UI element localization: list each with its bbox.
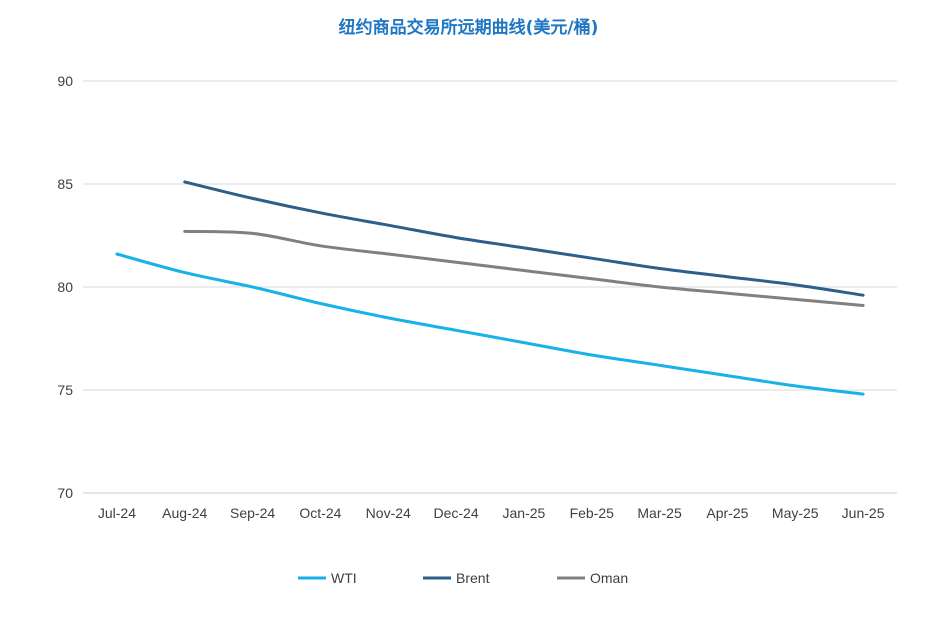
x-tick-label: Aug-24 xyxy=(162,505,207,521)
x-tick-label: Oct-24 xyxy=(299,505,341,521)
x-tick-label: Apr-25 xyxy=(706,505,748,521)
x-tick-label: Dec-24 xyxy=(434,505,479,521)
x-tick-label: Jan-25 xyxy=(503,505,546,521)
y-tick-label: 70 xyxy=(57,485,73,501)
y-tick-label: 75 xyxy=(57,382,73,398)
y-tick-label: 90 xyxy=(57,73,73,89)
legend-label-oman: Oman xyxy=(590,570,628,586)
legend-label-wti: WTI xyxy=(331,570,357,586)
series-line-brent xyxy=(183,180,865,297)
x-tick-label: Mar-25 xyxy=(637,505,682,521)
x-tick-label: Sep-24 xyxy=(230,505,275,521)
x-tick-label: Jul-24 xyxy=(98,505,136,521)
series-line-oman xyxy=(183,229,865,307)
y-tick-label: 80 xyxy=(57,279,73,295)
series-line-wti xyxy=(115,252,865,396)
chart-title: 纽约商品交易所远期曲线(美元/桶) xyxy=(338,18,599,38)
x-tick-label: Jun-25 xyxy=(842,505,885,521)
x-tick-label: May-25 xyxy=(772,505,819,521)
y-tick-label: 85 xyxy=(57,176,73,192)
x-tick-label: Feb-25 xyxy=(570,505,615,521)
legend-label-brent: Brent xyxy=(456,570,490,586)
x-tick-label: Nov-24 xyxy=(366,505,411,521)
